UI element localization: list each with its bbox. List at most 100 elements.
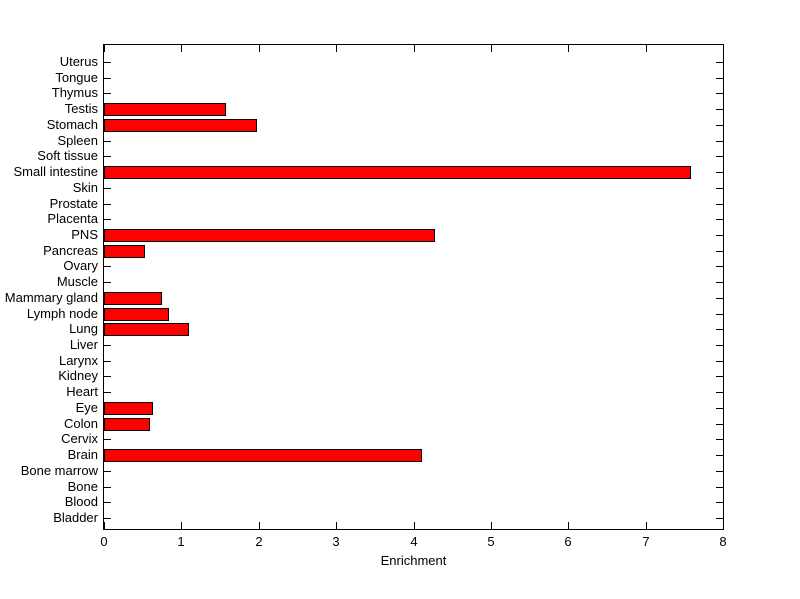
y-tick-label: Liver — [69, 337, 98, 352]
x-tick — [414, 522, 415, 529]
y-tick-label: Pancreas — [43, 243, 98, 258]
bar — [104, 292, 162, 305]
x-tick-label: 7 — [642, 534, 650, 549]
y-tick-label: Skin — [72, 180, 98, 195]
x-tick — [646, 522, 647, 529]
y-tick — [104, 439, 111, 440]
x-tick — [181, 522, 182, 529]
y-tick-label: Eye — [75, 400, 98, 415]
y-tick-right — [716, 455, 723, 456]
y-tick — [104, 219, 111, 220]
y-tick-right — [716, 204, 723, 205]
y-tick-label: Placenta — [47, 211, 98, 226]
x-tick-label: 2 — [255, 534, 263, 549]
y-tick — [104, 62, 111, 63]
x-tick-label: 5 — [487, 534, 495, 549]
bar — [104, 245, 145, 258]
y-tick-right — [716, 266, 723, 267]
y-tick-label: Bone — [67, 479, 98, 494]
y-tick — [104, 141, 111, 142]
y-tick-label: Mammary gland — [4, 290, 98, 305]
y-tick-label: Stomach — [46, 117, 98, 132]
bar — [104, 229, 435, 242]
x-tick-label: 1 — [177, 534, 185, 549]
x-tick-top — [646, 45, 647, 52]
x-tick — [491, 522, 492, 529]
y-tick-right — [716, 361, 723, 362]
x-tick-label: 0 — [100, 534, 108, 549]
y-tick — [104, 518, 111, 519]
x-tick-top — [491, 45, 492, 52]
y-tick — [104, 93, 111, 94]
y-tick-right — [716, 518, 723, 519]
y-tick-right — [716, 235, 723, 236]
y-tick-right — [716, 251, 723, 252]
x-tick-top — [259, 45, 260, 52]
y-tick-label: Blood — [64, 494, 98, 509]
y-tick — [104, 266, 111, 267]
y-tick-right — [716, 502, 723, 503]
y-tick-label: Kidney — [58, 368, 98, 383]
y-tick — [104, 392, 111, 393]
y-tick — [104, 188, 111, 189]
x-tick — [336, 522, 337, 529]
bar — [104, 323, 189, 336]
y-tick-label: Muscle — [56, 274, 98, 289]
y-tick — [104, 345, 111, 346]
x-tick-label: 8 — [719, 534, 727, 549]
bar — [104, 449, 422, 462]
y-tick-right — [716, 298, 723, 299]
y-tick-right — [716, 392, 723, 393]
y-tick-right — [716, 156, 723, 157]
y-tick-right — [716, 439, 723, 440]
y-tick-right — [716, 314, 723, 315]
y-tick-label: Uterus — [59, 54, 98, 69]
x-axis-label: Enrichment — [380, 553, 447, 568]
bar — [104, 402, 153, 415]
y-tick-label: Prostate — [49, 196, 98, 211]
y-tick-label: Colon — [64, 416, 98, 431]
bar — [104, 119, 257, 132]
y-tick-right — [716, 125, 723, 126]
x-tick-label: 4 — [410, 534, 418, 549]
y-tick-label: Tongue — [55, 70, 98, 85]
y-tick-label: Lymph node — [26, 306, 98, 321]
y-tick-label: Cervix — [61, 431, 98, 446]
y-tick-label: Bladder — [53, 510, 98, 525]
y-tick-right — [716, 408, 723, 409]
x-tick-label: 6 — [564, 534, 572, 549]
y-tick-label: Heart — [66, 384, 98, 399]
y-tick — [104, 78, 111, 79]
plot-area — [103, 44, 724, 530]
y-tick — [104, 376, 111, 377]
bar — [104, 308, 169, 321]
x-tick-top — [723, 45, 724, 52]
y-tick — [104, 282, 111, 283]
y-tick-right — [716, 172, 723, 173]
x-tick — [259, 522, 260, 529]
y-tick — [104, 471, 111, 472]
y-tick-right — [716, 471, 723, 472]
y-tick-label: Soft tissue — [37, 148, 98, 163]
y-tick-label: Lung — [69, 321, 98, 336]
y-tick-right — [716, 109, 723, 110]
x-tick-label: 3 — [332, 534, 340, 549]
y-tick-right — [716, 329, 723, 330]
x-tick-top — [414, 45, 415, 52]
bar — [104, 103, 226, 116]
y-tick-right — [716, 424, 723, 425]
x-tick-top — [181, 45, 182, 52]
y-tick-label: Ovary — [63, 258, 98, 273]
bar — [104, 418, 150, 431]
y-tick-label: Testis — [64, 101, 98, 116]
y-tick-right — [716, 78, 723, 79]
x-tick-top — [104, 45, 105, 52]
y-tick-label: Thymus — [51, 85, 98, 100]
x-tick — [568, 522, 569, 529]
y-tick-right — [716, 376, 723, 377]
x-tick — [723, 522, 724, 529]
y-tick-right — [716, 282, 723, 283]
y-tick — [104, 361, 111, 362]
x-tick — [104, 522, 105, 529]
